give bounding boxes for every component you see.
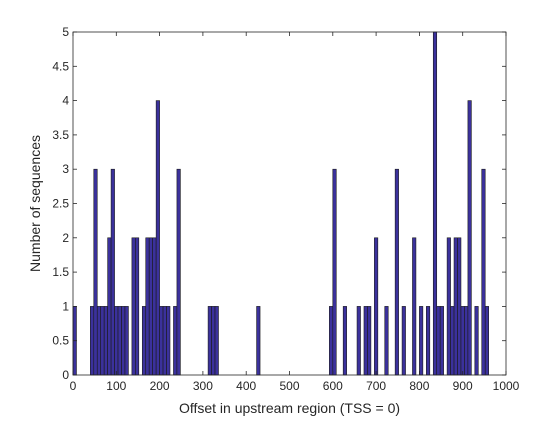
histogram-bar — [155, 100, 160, 376]
histogram-bar — [453, 237, 458, 376]
x-tick-label: 1000 — [493, 379, 520, 393]
y-tick-label: 3.5 — [52, 128, 69, 142]
histogram-bar — [342, 306, 347, 376]
histogram-bar — [173, 306, 178, 376]
histogram-bar — [474, 306, 479, 376]
y-tick-label: 3 — [62, 162, 69, 176]
histogram-bar — [432, 31, 438, 376]
histogram-bar — [367, 306, 372, 376]
histogram-bar — [401, 306, 406, 376]
histogram-bar — [103, 306, 108, 376]
histogram-bar — [159, 306, 164, 376]
histogram-bar — [90, 306, 95, 376]
histogram-bar — [135, 237, 140, 376]
histogram-bar — [426, 306, 431, 376]
histogram-bar — [484, 306, 489, 376]
histogram-bar — [332, 168, 337, 376]
x-tick-label: 600 — [323, 379, 343, 393]
y-tick-label: 0 — [62, 368, 69, 382]
histogram-bar — [162, 306, 167, 376]
histogram-bar — [436, 306, 441, 376]
histogram-bar — [131, 237, 136, 376]
y-tick-label: 4.5 — [52, 59, 69, 73]
histogram-bar — [152, 237, 157, 376]
histogram-bar — [145, 237, 150, 376]
histogram-bar — [419, 306, 424, 376]
histogram-bar — [96, 306, 102, 376]
y-tick-label: 1 — [62, 299, 69, 313]
y-axis-label: Number of sequences — [27, 135, 43, 272]
x-tick-label: 800 — [409, 379, 429, 393]
histogram-bar — [207, 306, 212, 376]
histogram-bar — [256, 306, 261, 376]
histogram-bar — [148, 237, 153, 376]
x-tick-label: 900 — [453, 379, 473, 393]
y-tick-label: 4 — [62, 94, 69, 108]
x-tick-label: 100 — [106, 379, 126, 393]
x-tick-label: 400 — [236, 379, 256, 393]
y-tick-label: 2 — [62, 231, 69, 245]
histogram-bar — [356, 306, 361, 376]
histogram-bar — [100, 306, 105, 376]
histogram-bar — [211, 306, 216, 376]
y-tick-label: 1.5 — [52, 265, 69, 279]
histogram-bar — [107, 237, 112, 376]
histogram-bar — [464, 306, 469, 376]
histogram-bar — [110, 168, 115, 376]
histogram-bar — [141, 306, 147, 376]
tick-labels: 0 100 200 300 400 500 600 700 800 900 1000 0 0.5 1 1.5… — [52, 25, 519, 393]
histogram-bar — [124, 306, 129, 376]
histogram-bar — [176, 168, 181, 376]
x-tick-label: 500 — [279, 379, 299, 393]
histogram-bar — [166, 306, 171, 376]
histogram-bar — [481, 168, 486, 376]
axes — [72, 31, 507, 376]
histogram-bar — [121, 306, 126, 376]
histogram-bar — [374, 237, 379, 376]
histogram-bar — [214, 306, 219, 376]
histogram-bar — [93, 168, 98, 376]
x-tick-label: 0 — [70, 379, 77, 393]
histogram-bar — [412, 237, 417, 376]
histogram-bar — [384, 306, 389, 376]
histogram-bar — [457, 237, 462, 376]
histogram-bar — [467, 100, 472, 376]
histogram-bar — [460, 306, 465, 376]
y-tick-label: 2.5 — [52, 197, 69, 211]
y-tick-label: 0.5 — [52, 334, 69, 348]
x-tick-label: 700 — [366, 379, 386, 393]
x-axis-label: Offset in upstream region (TSS = 0) — [179, 400, 400, 416]
x-tick-label: 200 — [150, 379, 170, 393]
histogram-bar — [329, 306, 334, 376]
histogram-bar — [363, 306, 368, 376]
y-tick-label: 5 — [62, 25, 69, 39]
x-tick-label: 300 — [193, 379, 213, 393]
histogram-bar — [450, 306, 455, 376]
histogram-bar — [114, 306, 119, 376]
histogram-bar — [439, 306, 444, 376]
histogram-bar — [117, 306, 122, 376]
histogram-bar — [446, 237, 451, 376]
histogram-bar — [394, 168, 399, 376]
